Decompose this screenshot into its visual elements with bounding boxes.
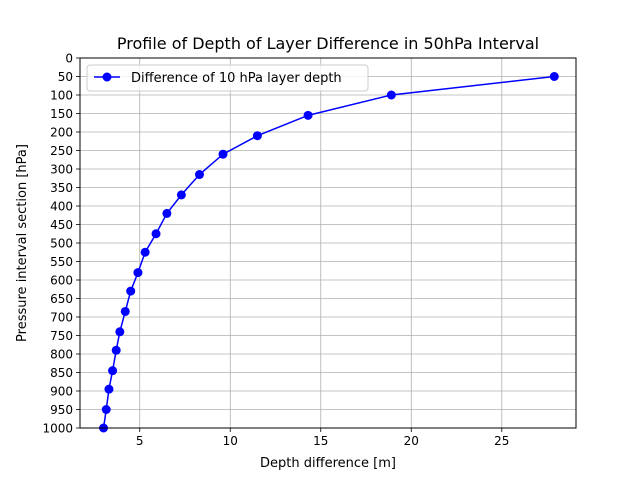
legend: Difference of 10 hPa layer depth [86,64,369,92]
y-tick-label: 800 [50,348,73,362]
y-tick-label: 500 [50,237,73,251]
y-tick-label: 550 [50,255,73,269]
y-tick-label: 600 [50,274,73,288]
x-tick-label: 10 [223,434,238,448]
legend-box [86,64,369,92]
data-point [151,229,161,239]
y-tick-label: 150 [50,107,73,121]
data-point [115,327,125,337]
grid [80,57,576,429]
y-tick-label: 350 [50,181,73,195]
legend-label: Difference of 10 hPa layer depth [131,71,342,86]
legend-marker [102,72,112,82]
y-tick-label: 700 [50,311,73,325]
y-tick-label: 1000 [42,422,73,436]
data-point [101,405,111,414]
plot-area-frame [79,57,577,429]
x-tick-label: 25 [494,434,509,448]
y-tick-label: 0 [65,52,73,66]
y-axis-label: Pressure interval section [hPa] [15,144,30,342]
x-tick-label: 5 [136,434,144,448]
y-tick-label: 300 [50,163,73,177]
y-tick-label: 100 [50,89,73,103]
data-point [126,286,136,296]
y-tick-label: 850 [50,366,73,380]
data-point [194,170,204,180]
data-point [120,306,130,316]
data-point [549,72,559,81]
y-tick-label: 950 [50,403,73,417]
y-tick-label: 650 [50,292,73,306]
x-tick-label: 15 [313,434,328,448]
x-tick-label: 20 [404,434,419,448]
y-axis-ticks: 0 50 100 150 200 250 300 350 400 450 500 550 600 650 7… [42,52,80,436]
data-point [252,131,262,141]
data-point [111,345,121,355]
x-axis-ticks: 5 10 15 20 25 [136,428,509,448]
x-axis-label: Depth difference [m] [260,456,396,471]
y-tick-label: 250 [50,144,73,158]
data-point [176,190,186,200]
data-point [104,384,114,394]
chart-title: Profile of Depth of Layer Difference in … [117,34,539,53]
y-tick-label: 900 [50,385,73,399]
y-tick-label: 750 [50,329,73,343]
y-tick-label: 50 [58,70,73,84]
data-point [133,268,143,278]
data-point [386,90,396,100]
y-tick-label: 450 [50,218,73,232]
data-point [218,149,228,159]
series-group [99,72,559,433]
data-point [162,208,172,218]
data-point [140,247,150,257]
data-point [108,366,118,376]
y-tick-label: 400 [50,200,73,214]
data-point [303,110,313,120]
y-tick-label: 200 [50,126,73,140]
